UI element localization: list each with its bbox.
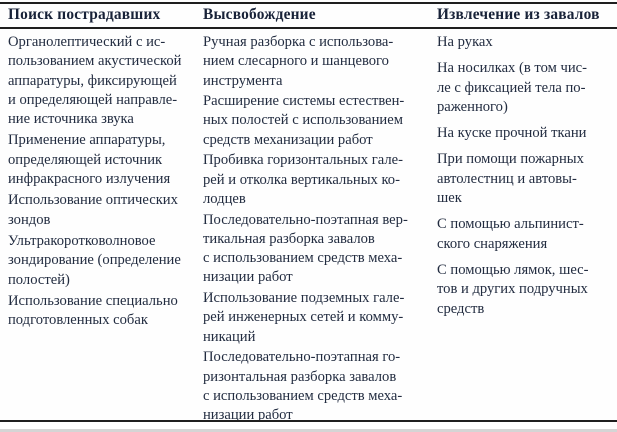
column-cell: Ручная разборка с использова- нием слеса… — [197, 33, 430, 425]
removal-method-item: С помощью лямок, шес- тов и других подру… — [437, 261, 589, 317]
removal-method-item: При помощи пожарных автолестниц и автовы… — [437, 151, 584, 207]
table-header-row: Поиск пострадавших Высвобождение Извлече… — [0, 5, 617, 25]
search-method-item: Использование оптических зондов — [8, 192, 178, 228]
column-header-victim-search: Поиск пострадавших — [8, 6, 161, 23]
column-extrication: Ручная разборка с использова- нием слеса… — [197, 33, 430, 427]
table-body: Органолептический с ис- пользованием аку… — [0, 33, 617, 427]
column-header-removal-from-rubble: Извлечение из завалов — [437, 6, 600, 23]
extrication-method-item: Использование подземных гале- рей инжене… — [203, 290, 405, 345]
column-victim-search: Органолептический с ис- пользованием аку… — [0, 33, 197, 332]
search-method-item: Применение аппаратуры, определяющей исто… — [8, 132, 171, 188]
search-method-item: Органолептический с ис- пользованием аку… — [8, 34, 182, 128]
removal-method-item: С помощью альпинист- ского снаряжения — [437, 216, 584, 252]
extrication-method-item: Расширение системы естествен- ных полост… — [203, 93, 405, 148]
extrication-method-item: Пробивка горизонтальных гале- рей и отко… — [203, 152, 403, 207]
table-top-rule — [0, 2, 617, 4]
removal-method-item: На куске прочной ткани — [437, 125, 587, 142]
column-header-extrication: Высвобождение — [203, 6, 316, 23]
page-edge-line — [0, 429, 617, 432]
column-removal-from-rubble: На руках На носилках (в том чис- ле с фи… — [430, 33, 617, 326]
column-cell: Органолептический с ис- пользованием аку… — [0, 33, 197, 330]
search-method-item: Ультракоротковолновое зондирование (опре… — [8, 232, 181, 288]
table-bottom-rule — [0, 420, 617, 422]
extrication-method-item: Ручная разборка с использова- нием слеса… — [203, 34, 394, 89]
removal-method-item: На руках — [437, 34, 493, 50]
removal-method-item: На носилках (в том чис- ле с фиксацией т… — [437, 60, 587, 115]
search-method-item: Использование специально подготовленных … — [8, 292, 178, 329]
extrication-method-item: Последовательно-поэтапная вер- тикальная… — [203, 211, 408, 286]
column-cell: На руках На носилках (в том чис- ле с фи… — [430, 33, 617, 319]
table-header-rule — [0, 27, 617, 29]
extrication-method-item: Последовательно-поэтапная го- ризонтальн… — [203, 349, 403, 424]
